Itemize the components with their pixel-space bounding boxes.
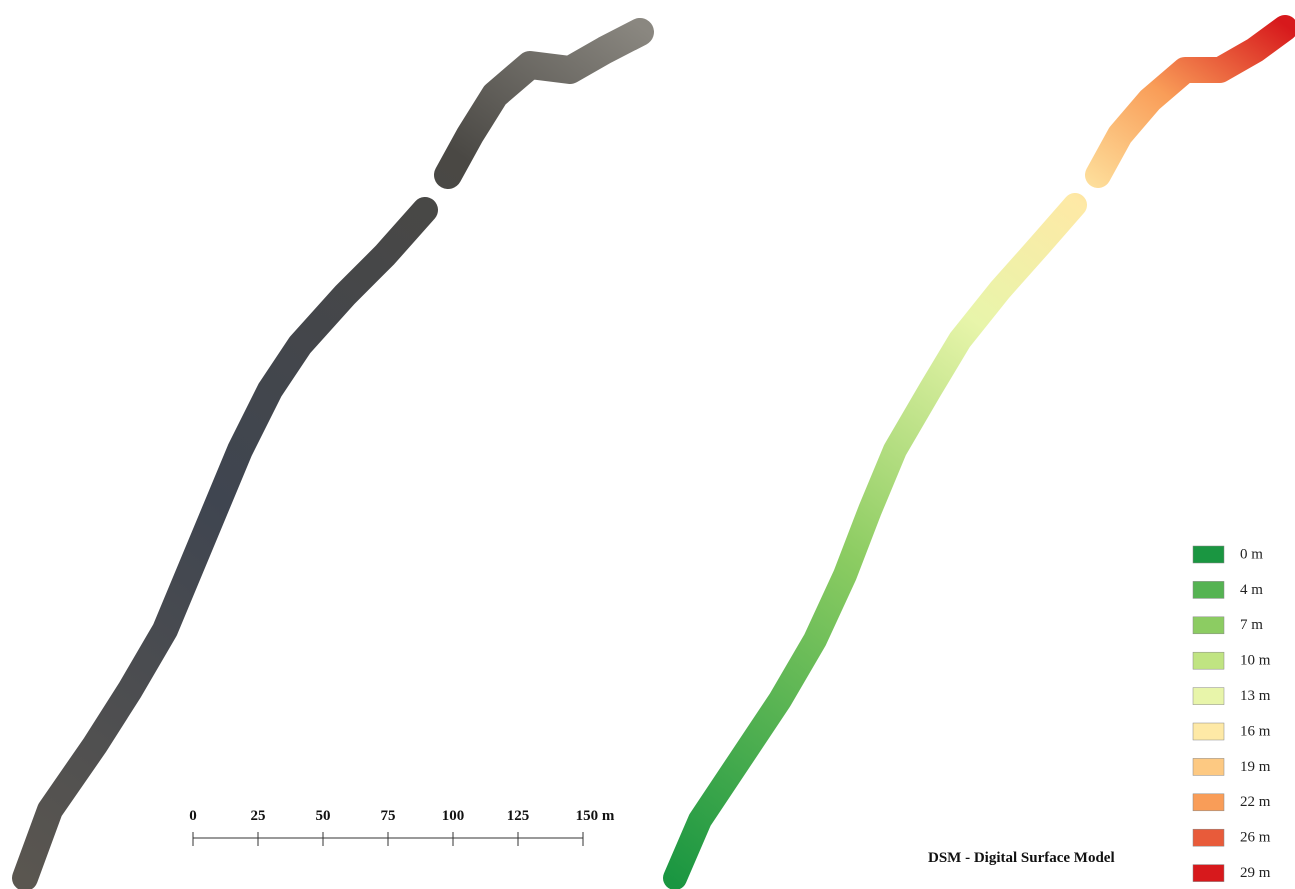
legend-label: 0 m: [1240, 546, 1263, 562]
legend-swatch: [1192, 687, 1225, 705]
legend-label: 26 m: [1240, 830, 1271, 846]
legend-swatch: [1192, 545, 1225, 564]
scale-label: 25: [251, 808, 266, 824]
orthomosaic: [12, 18, 654, 889]
legend-label: 29 m: [1240, 865, 1271, 881]
scale-label: 50: [316, 808, 331, 824]
legend-label: 19 m: [1240, 759, 1271, 775]
map-title: DSM - Digital Surface Model: [928, 850, 1115, 866]
legend-swatch: [1192, 581, 1225, 599]
legend: 0 m 4 m 7 m 10 m 13 m 16 m 19 m 22 m 26 m 29 m: [1192, 545, 1271, 882]
scale-label: 150 m: [576, 808, 615, 824]
legend-label: 13 m: [1240, 688, 1271, 704]
scale-label: 75: [381, 808, 396, 824]
legend-swatch: [1192, 616, 1225, 635]
scale-label: 0: [189, 808, 197, 824]
scale-label: 125: [507, 808, 530, 824]
dsm-raster: [663, 15, 1295, 889]
legend-label: 16 m: [1240, 723, 1271, 739]
scale-label: 100: [442, 808, 465, 824]
legend-swatch: [1192, 828, 1225, 847]
legend-swatch: [1192, 864, 1225, 882]
legend-swatch: [1192, 722, 1225, 741]
legend-label: 4 m: [1240, 582, 1263, 598]
legend-label: 22 m: [1240, 794, 1271, 810]
legend-swatch: [1192, 651, 1225, 670]
scale-bar: 0 25 50 75 100 125 150 m: [189, 808, 615, 846]
legend-swatch: [1192, 758, 1225, 776]
legend-label: 7 m: [1240, 617, 1263, 633]
legend-label: 10 m: [1240, 653, 1271, 669]
legend-swatch: [1192, 793, 1225, 812]
